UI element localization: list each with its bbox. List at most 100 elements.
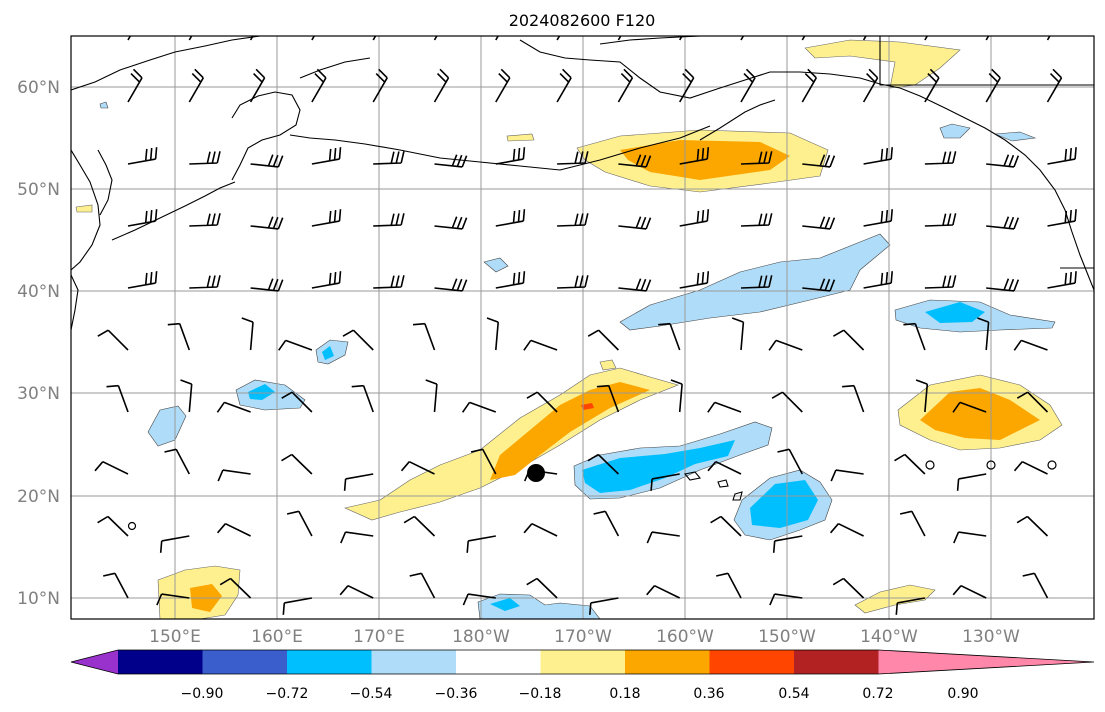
wind-barb: [557, 213, 589, 227]
wind-barb: [249, 68, 266, 103]
wind-barbs: [94, 36, 1077, 615]
wind-barb: [646, 584, 681, 599]
wind-barb: [156, 593, 190, 606]
wind-barb: [924, 213, 957, 227]
gridlines: [71, 36, 1094, 619]
colorbar-segment: [794, 650, 879, 674]
colorbar-tick-label: −0.18: [519, 686, 562, 702]
wind-barb: [281, 453, 313, 475]
wind-barb: [461, 401, 497, 413]
wind-barb: [832, 577, 865, 599]
wind-barb: [863, 147, 893, 165]
coastlines: [71, 36, 1094, 531]
colorbar-tick-label: −0.54: [350, 686, 393, 702]
wind-barb: [924, 68, 940, 103]
colorbar-segment: [625, 650, 710, 674]
wind-barb: [466, 535, 496, 553]
wind-barb: [372, 68, 388, 103]
wind-barb: [127, 271, 158, 289]
wind-barb: [188, 36, 193, 41]
wind-barb: [986, 216, 1020, 230]
lon-label: 160°W: [656, 627, 714, 647]
wind-barb: [587, 453, 619, 475]
wind-barb: [434, 216, 468, 230]
wind-barb: [495, 209, 526, 227]
wind-barb: [94, 460, 129, 475]
wind-barb: [495, 36, 500, 41]
wind-barb: [670, 379, 683, 413]
wind-barb: [249, 36, 254, 41]
wind-barb: [977, 317, 990, 351]
wind-barb: [986, 278, 1020, 292]
wind-barb: [403, 515, 436, 537]
lat-label: 10°N: [17, 589, 60, 609]
wind-barb: [593, 510, 620, 537]
wind-barb: [801, 68, 817, 103]
wind-barb: [924, 151, 957, 165]
wind-barb: [618, 154, 652, 168]
wind-barb: [106, 384, 129, 413]
wind-barb: [679, 209, 710, 227]
wind-barb: [97, 329, 129, 351]
colorbar-segment: [540, 650, 626, 674]
wind-barb: [127, 147, 158, 165]
wind-barb: [127, 36, 132, 41]
colorbar-segment: [287, 650, 372, 674]
wind-barb: [833, 329, 865, 351]
wind-barb: [526, 391, 558, 413]
wind-barb: [425, 379, 438, 413]
wind-barb: [903, 322, 926, 351]
wind-barb: [772, 535, 803, 553]
wind-barb: [250, 154, 284, 168]
lat-label: 40°N: [17, 282, 60, 302]
wind-barb: [219, 577, 252, 599]
wind-barb: [679, 271, 710, 289]
wind-barb: [679, 147, 710, 165]
colorbar-tick-label: 0.72: [862, 686, 893, 702]
wind-barb: [495, 147, 526, 165]
wind-barb: [180, 379, 193, 413]
wind-barb: [216, 401, 251, 413]
colorbar-segment: [202, 650, 288, 674]
wind-barb: [658, 322, 681, 351]
wind-barb: [557, 275, 589, 289]
wind-barb: [895, 597, 926, 615]
wind-barb: [679, 36, 683, 41]
wind-barb: [372, 36, 377, 41]
wind-barb: [707, 401, 742, 413]
wind-barb: [412, 322, 436, 351]
wind-barb: [409, 572, 436, 599]
wind-barb: [189, 151, 221, 165]
wind-barb: [557, 151, 589, 165]
wind-barb: [862, 36, 867, 41]
wind-barb: [1013, 339, 1048, 351]
wind-barb: [596, 384, 620, 413]
colorbar: [70, 649, 1095, 675]
wind-barb: [801, 36, 806, 41]
colorbar-tick-label: −0.36: [435, 686, 478, 702]
lon-label: 150°W: [758, 627, 816, 647]
lat-label: 50°N: [17, 180, 60, 200]
colorbar-segment: [371, 650, 457, 674]
wind-barb: [188, 68, 204, 103]
wind-barb: [103, 572, 129, 599]
colorbar-segment: [118, 650, 203, 674]
wind-barb: [556, 68, 572, 103]
wind-barb: [740, 68, 756, 103]
wind-barb: [646, 531, 680, 544]
wind-barb: [1016, 391, 1049, 413]
wind-barb: [311, 36, 316, 41]
colorbar-tick-label: −0.72: [266, 686, 309, 702]
wind-barb: [740, 213, 773, 227]
wind-barb: [311, 271, 342, 289]
wind-barb: [771, 391, 803, 413]
wind-barb: [189, 275, 221, 289]
wind-barb: [523, 522, 558, 537]
wind-barb: [216, 522, 251, 537]
wind-barb: [373, 151, 405, 165]
wind-barb: [97, 515, 129, 537]
wind-barb: [433, 68, 450, 103]
wind-barb: [462, 593, 496, 606]
wind-barb: [679, 68, 695, 103]
colorbar-tick-label: −0.90: [181, 686, 224, 702]
